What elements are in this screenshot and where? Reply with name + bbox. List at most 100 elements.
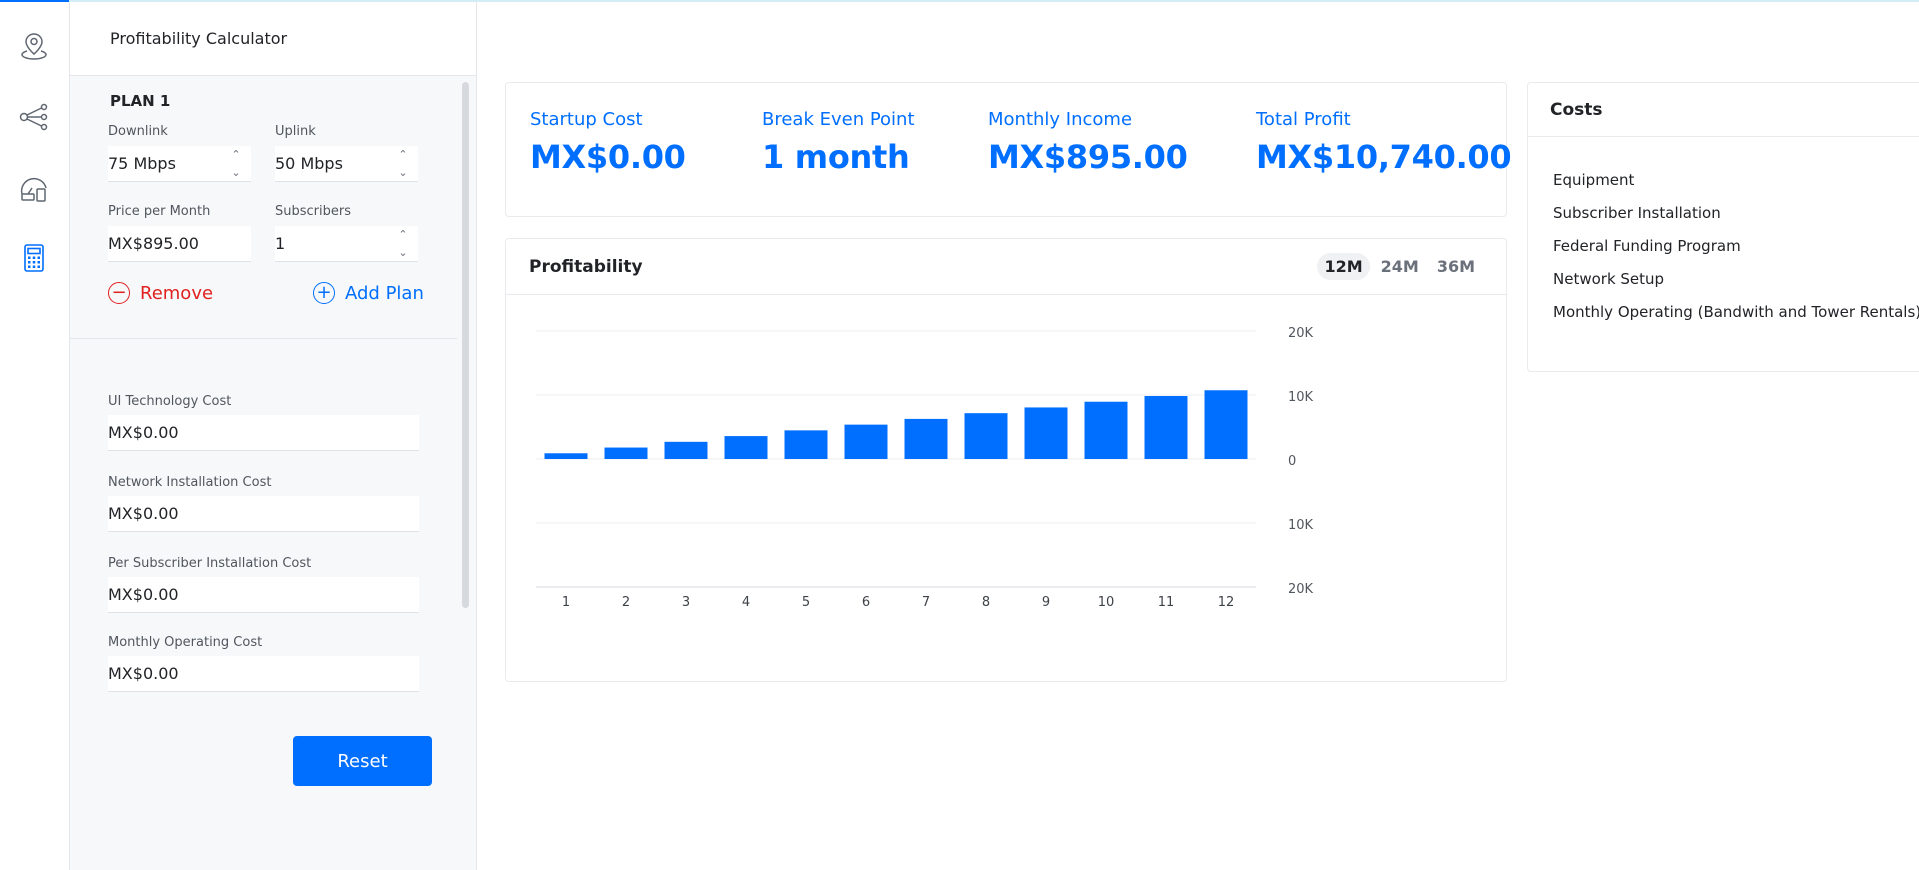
bar-month-7[interactable] bbox=[904, 418, 948, 459]
subscribers-value: 1 bbox=[275, 234, 286, 253]
map-pin-icon[interactable] bbox=[14, 26, 54, 66]
cost-item-subscriber-installation[interactable]: Subscriber Installation bbox=[1553, 204, 1721, 222]
summary-card: Startup Cost MX$0.00 Break Even Point 1 … bbox=[505, 82, 1512, 217]
bar-month-11[interactable] bbox=[1144, 395, 1188, 459]
x-tick-label: 9 bbox=[1042, 595, 1050, 610]
bar-month-10[interactable] bbox=[1084, 401, 1128, 459]
price-label: Price per Month bbox=[108, 204, 211, 219]
add-plan-label: Add Plan bbox=[345, 282, 424, 304]
stat-value: MX$0.00 bbox=[530, 138, 686, 176]
x-tick-label: 6 bbox=[862, 595, 870, 610]
bar-month-5[interactable] bbox=[784, 430, 828, 459]
costs-card: Costs Equipment Subscriber Installation … bbox=[1527, 82, 1919, 372]
x-tick-label: 8 bbox=[982, 595, 990, 610]
add-plan-button[interactable]: + Add Plan bbox=[313, 282, 424, 304]
y-tick-label: 10K bbox=[1288, 518, 1314, 533]
bar-month-2[interactable] bbox=[604, 447, 648, 459]
bar-month-12[interactable] bbox=[1204, 390, 1248, 459]
price-field[interactable]: MX$895.00 bbox=[108, 226, 251, 262]
plus-circle-icon: + bbox=[313, 282, 335, 304]
cost-field-label: Per Subscriber Installation Cost bbox=[108, 556, 312, 571]
x-tick-label: 4 bbox=[742, 595, 750, 610]
subscribers-stepper[interactable]: ⌃ ⌄ bbox=[394, 226, 412, 262]
bar-month-4[interactable] bbox=[724, 436, 768, 459]
cost-field-value: MX$0.00 bbox=[108, 585, 179, 604]
monthly-income-stat: Monthly Income MX$895.00 bbox=[988, 109, 1188, 176]
profitability-card: Profitability 12M 24M 36M 20K 10K 0 10K 20K 1 2 3… bbox=[505, 238, 1507, 682]
profitability-title: Profitability bbox=[529, 256, 643, 277]
minus-circle-icon: − bbox=[108, 282, 130, 304]
range-24m[interactable]: 24M bbox=[1380, 257, 1419, 276]
top-accent-active bbox=[0, 0, 69, 2]
network-installation-cost-field[interactable]: MX$0.00 bbox=[108, 496, 419, 532]
bar-month-1[interactable] bbox=[544, 453, 588, 459]
icon-rail bbox=[0, 2, 70, 870]
costs-title: Costs bbox=[1528, 83, 1919, 137]
cost-field-label: UI Technology Cost bbox=[108, 394, 232, 409]
cost-field-label: Monthly Operating Cost bbox=[108, 635, 263, 650]
cost-item-equipment[interactable]: Equipment bbox=[1553, 171, 1635, 189]
stat-value: MX$895.00 bbox=[988, 138, 1188, 176]
bar-month-8[interactable] bbox=[964, 413, 1008, 459]
chevron-down-icon[interactable]: ⌄ bbox=[398, 246, 408, 259]
downlink-value: 75 Mbps bbox=[108, 154, 176, 173]
downlink-stepper[interactable]: ⌃ ⌄ bbox=[227, 146, 245, 182]
range-36m[interactable]: 36M bbox=[1436, 257, 1475, 276]
chevron-down-icon[interactable]: ⌄ bbox=[231, 166, 241, 179]
per-subscriber-installation-cost-field[interactable]: MX$0.00 bbox=[108, 577, 419, 613]
cost-field-value: MX$0.00 bbox=[108, 423, 179, 442]
x-tick-label: 7 bbox=[922, 595, 930, 610]
cost-item-federal-funding[interactable]: Federal Funding Program bbox=[1553, 237, 1741, 255]
stat-label: Startup Cost bbox=[530, 109, 643, 130]
downlink-label: Downlink bbox=[108, 124, 168, 139]
chevron-up-icon[interactable]: ⌃ bbox=[231, 148, 241, 161]
downlink-field[interactable]: 75 Mbps ⌃ ⌄ bbox=[108, 146, 251, 182]
bar-month-9[interactable] bbox=[1024, 407, 1068, 459]
bar-month-3[interactable] bbox=[664, 441, 708, 459]
chevron-down-icon[interactable]: ⌄ bbox=[398, 166, 408, 179]
chevron-up-icon[interactable]: ⌃ bbox=[398, 228, 408, 241]
reset-button[interactable]: Reset bbox=[293, 736, 432, 786]
stat-label: Monthly Income bbox=[988, 109, 1133, 130]
x-tick-label: 10 bbox=[1098, 595, 1115, 610]
uplink-value: 50 Mbps bbox=[275, 154, 343, 173]
subscribers-label: Subscribers bbox=[275, 204, 351, 219]
profitability-header: Profitability 12M 24M 36M bbox=[506, 239, 1506, 295]
x-tick-label: 11 bbox=[1158, 595, 1175, 610]
x-tick-label: 3 bbox=[682, 595, 690, 610]
remove-label: Remove bbox=[140, 282, 214, 304]
panel-scrollbar[interactable] bbox=[462, 82, 469, 608]
stat-value: 1 month bbox=[762, 138, 910, 176]
x-tick-label: 1 bbox=[562, 595, 570, 610]
plan-title: PLAN 1 bbox=[110, 92, 171, 110]
total-profit-stat: Total Profit MX$10,740.00 bbox=[1256, 109, 1512, 176]
y-tick-label: 20K bbox=[1288, 582, 1314, 597]
topology-icon[interactable] bbox=[14, 97, 54, 137]
range-selector: 12M 24M 36M bbox=[1317, 253, 1482, 280]
cost-item-monthly-operating[interactable]: Monthly Operating (Bandwith and Tower Re… bbox=[1553, 303, 1919, 321]
cost-item-network-setup[interactable]: Network Setup bbox=[1553, 270, 1665, 288]
uplink-stepper[interactable]: ⌃ ⌄ bbox=[394, 146, 412, 182]
uplink-label: Uplink bbox=[275, 124, 316, 139]
ui-technology-cost-field[interactable]: MX$0.00 bbox=[108, 415, 419, 451]
dashboard-devices-icon[interactable] bbox=[14, 168, 54, 208]
stat-label: Break Even Point bbox=[762, 109, 915, 130]
calculator-icon[interactable] bbox=[14, 238, 54, 278]
top-accent-line bbox=[0, 0, 1919, 2]
x-tick-label: 2 bbox=[622, 595, 630, 610]
cost-field-value: MX$0.00 bbox=[108, 664, 179, 683]
y-tick-label: 10K bbox=[1288, 390, 1314, 405]
range-12m[interactable]: 12M bbox=[1317, 253, 1370, 280]
remove-plan-button[interactable]: − Remove bbox=[108, 282, 213, 304]
stat-value: MX$10,740.00 bbox=[1256, 138, 1512, 176]
bar-month-6[interactable] bbox=[844, 424, 888, 459]
stat-label: Total Profit bbox=[1256, 109, 1351, 130]
subscribers-field[interactable]: 1 ⌃ ⌄ bbox=[275, 226, 418, 262]
uplink-field[interactable]: 50 Mbps ⌃ ⌄ bbox=[275, 146, 418, 182]
y-tick-label: 0 bbox=[1288, 454, 1296, 469]
monthly-operating-cost-field[interactable]: MX$0.00 bbox=[108, 656, 419, 692]
calculator-panel: Profitability Calculator PLAN 1 Downlink… bbox=[70, 2, 477, 870]
chevron-up-icon[interactable]: ⌃ bbox=[398, 148, 408, 161]
startup-cost-stat: Startup Cost MX$0.00 bbox=[530, 109, 686, 176]
